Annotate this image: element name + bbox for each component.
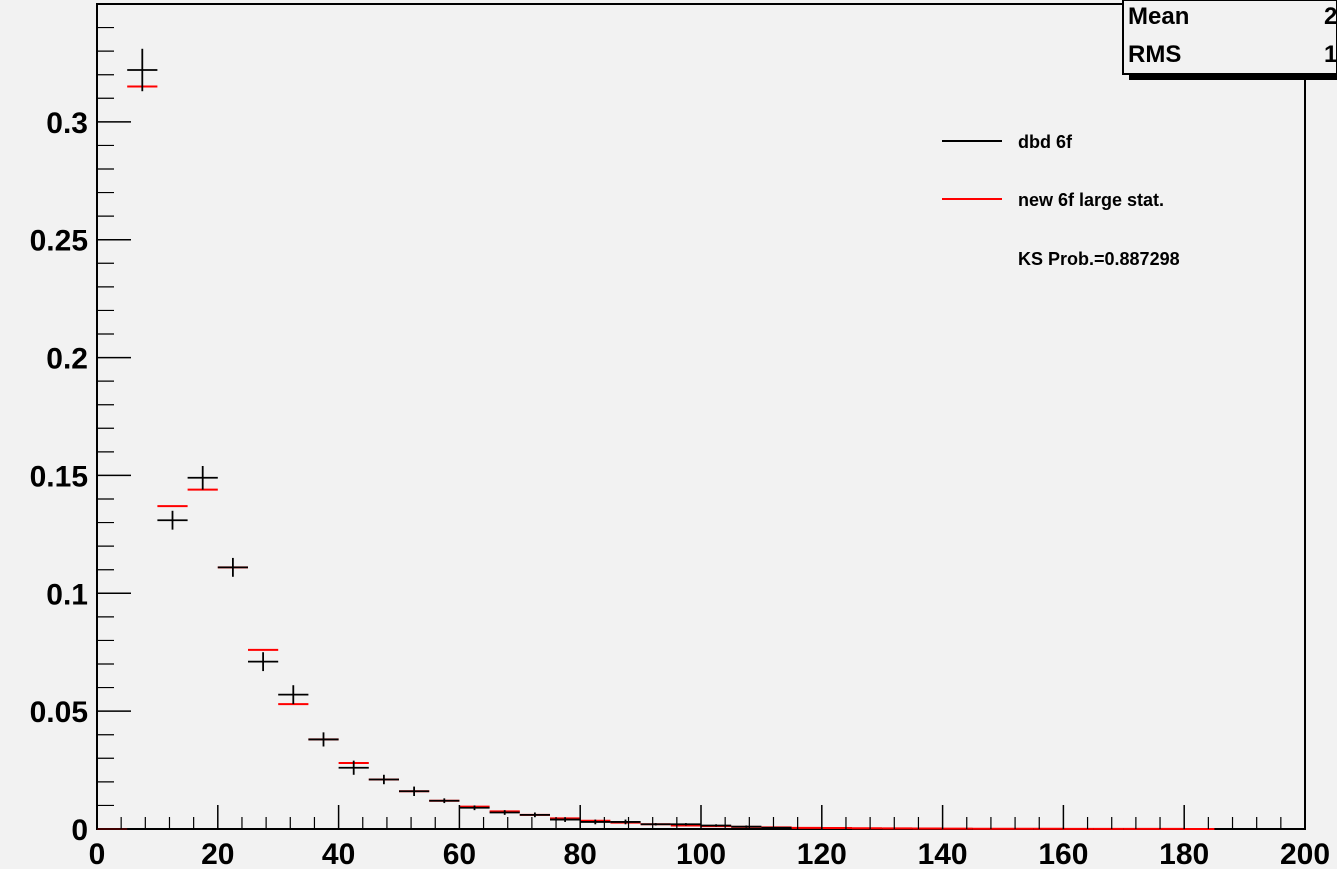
y-tick-label: 0.25 [30,225,88,258]
y-tick-label: 0.1 [46,578,88,611]
plot-frame [96,3,1306,830]
x-tick-label: 60 [443,838,476,869]
x-tick-label: 160 [1038,838,1088,869]
x-tick-label: 40 [322,838,355,869]
x-tick-label: 20 [201,838,234,869]
x-tick-label: 200 [1280,838,1330,869]
y-tick-label: 0 [71,814,88,847]
y-tick-label: 0.2 [46,343,88,376]
legend-label-dbd-6f: dbd 6f [1018,132,1073,152]
stats-rms-value: 1 [1324,41,1337,68]
stats-rms-label: RMS [1128,41,1181,68]
x-tick-label: 80 [564,838,597,869]
x-tick-label: 0 [89,838,106,869]
legend-label-new-6f: new 6f large stat. [1018,190,1164,210]
y-tick-label: 0.15 [30,460,88,493]
x-tick-label: 100 [676,838,726,869]
y-tick-label: 0.05 [30,696,88,729]
stats-mean-label: Mean [1128,3,1189,30]
legend-ks-probability: KS Prob.=0.887298 [1018,249,1180,269]
x-tick-label: 180 [1159,838,1209,869]
stats-mean-value: 2 [1324,3,1337,30]
series-dbd-6f [127,48,792,829]
stats-box: Mean 2 RMS 1 [1122,0,1337,80]
axes: 0 20 40 60 80 100 120 140 160 180 200 0 0.05 0.1 0.15 0… [30,26,1330,869]
x-tick-label: 120 [797,838,847,869]
legend: dbd 6f new 6f large stat. KS Prob.=0.887… [942,132,1180,269]
y-tick-label: 0.3 [46,107,88,140]
x-tick-label: 140 [918,838,968,869]
stats-box-panel [1122,0,1337,75]
